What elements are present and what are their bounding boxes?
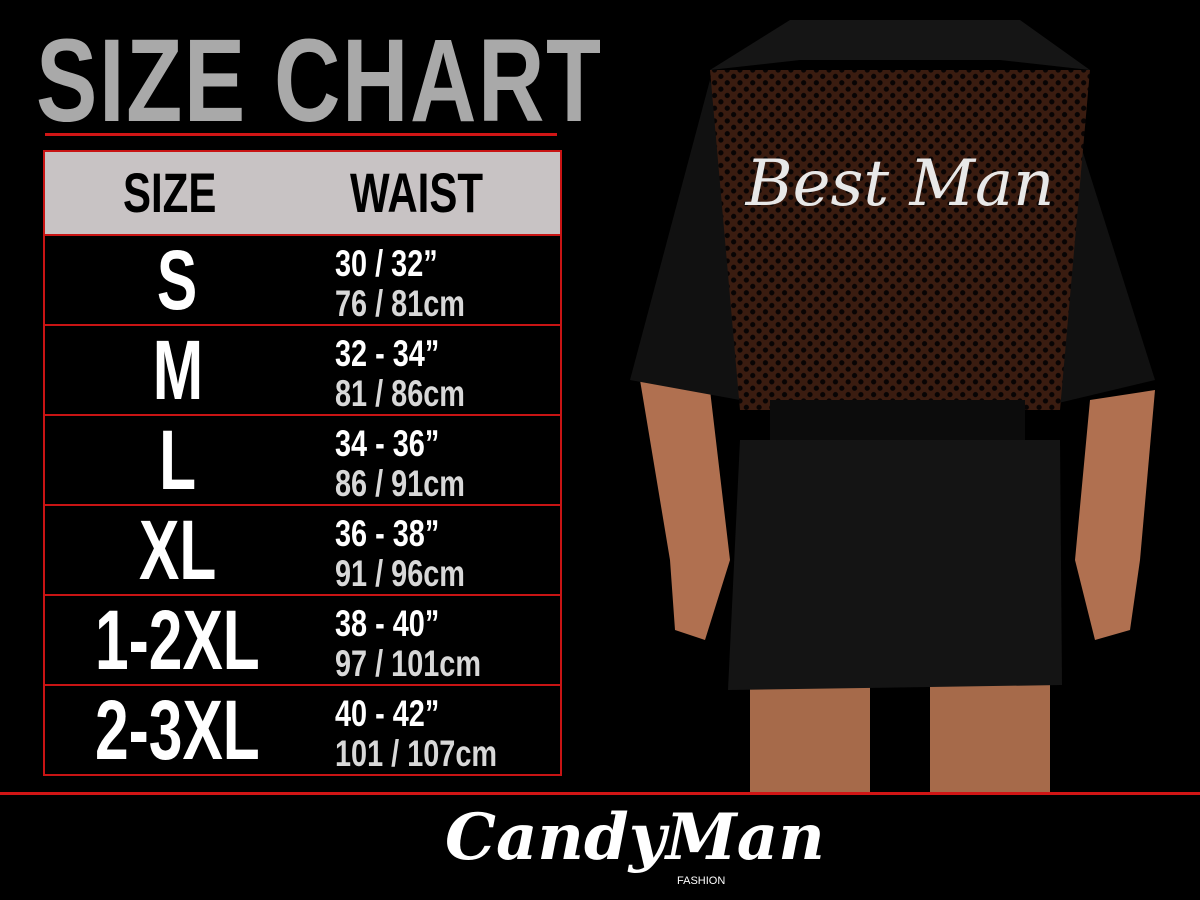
footer-divider: [0, 792, 1200, 795]
waist-cell: 30 / 32” 76 / 81cm: [335, 244, 465, 324]
waist-inches: 34 - 36”: [335, 423, 440, 464]
table-row: 2-3XL 40 - 42” 101 / 107cm: [45, 683, 560, 777]
waist-cell: 36 - 38” 91 / 96cm: [335, 514, 465, 594]
waist-cm: 81 / 86cm: [335, 373, 465, 414]
size-cell: S: [45, 233, 310, 327]
brand-logo: CandyMan FASHION: [440, 800, 825, 890]
page-title: SIZE CHART: [36, 15, 604, 147]
size-label: 1-2XL: [95, 592, 260, 687]
waist-inches: 32 - 34”: [335, 333, 440, 374]
waist-cell: 32 - 34” 81 / 86cm: [335, 334, 465, 414]
size-cell: 2-3XL: [45, 683, 310, 777]
brand-name: CandyMan: [445, 800, 825, 875]
size-label: XL: [138, 502, 217, 597]
waist-cell: 38 - 40” 97 / 101cm: [335, 604, 481, 684]
waist-inches: 30 / 32”: [335, 243, 438, 284]
size-cell: M: [45, 323, 310, 417]
size-table: SIZE WAIST S 30 / 32” 76 / 81cm M 32 - 34” 81…: [43, 150, 562, 777]
table-row: L 34 - 36” 86 / 91cm: [45, 413, 560, 507]
title-divider: [45, 133, 557, 136]
waist-cm: 101 / 107cm: [335, 733, 498, 774]
table-row: M 32 - 34” 81 / 86cm: [45, 323, 560, 417]
waist-inches: 36 - 38”: [335, 513, 440, 554]
size-cell: XL: [45, 503, 310, 597]
waist-cm: 91 / 96cm: [335, 553, 465, 594]
waist-cm: 86 / 91cm: [335, 463, 465, 504]
table-row: S 30 / 32” 76 / 81cm: [45, 233, 560, 327]
size-label: S: [157, 232, 198, 327]
header-size: SIZE: [123, 161, 217, 224]
size-cell: 1-2XL: [45, 593, 310, 687]
waist-cm: 97 / 101cm: [335, 643, 482, 684]
table-row: 1-2XL 38 - 40” 97 / 101cm: [45, 593, 560, 687]
size-label: M: [152, 322, 203, 417]
table-row: XL 36 - 38” 91 / 96cm: [45, 503, 560, 597]
waist-inches: 38 - 40”: [335, 603, 440, 644]
size-label: 2-3XL: [95, 682, 260, 777]
brand-tagline: FASHION: [677, 875, 726, 887]
back-print-text: Best Man: [745, 147, 1055, 221]
table-header: SIZE WAIST: [45, 152, 560, 236]
size-label: L: [159, 412, 196, 507]
header-waist: WAIST: [350, 161, 483, 224]
waist-cell: 34 - 36” 86 / 91cm: [335, 424, 465, 504]
product-photo: Best Man: [600, 0, 1200, 792]
waist-inches: 40 - 42”: [335, 693, 440, 734]
waist-cm: 76 / 81cm: [335, 283, 465, 324]
size-cell: L: [45, 413, 310, 507]
waist-cell: 40 - 42” 101 / 107cm: [335, 694, 497, 774]
